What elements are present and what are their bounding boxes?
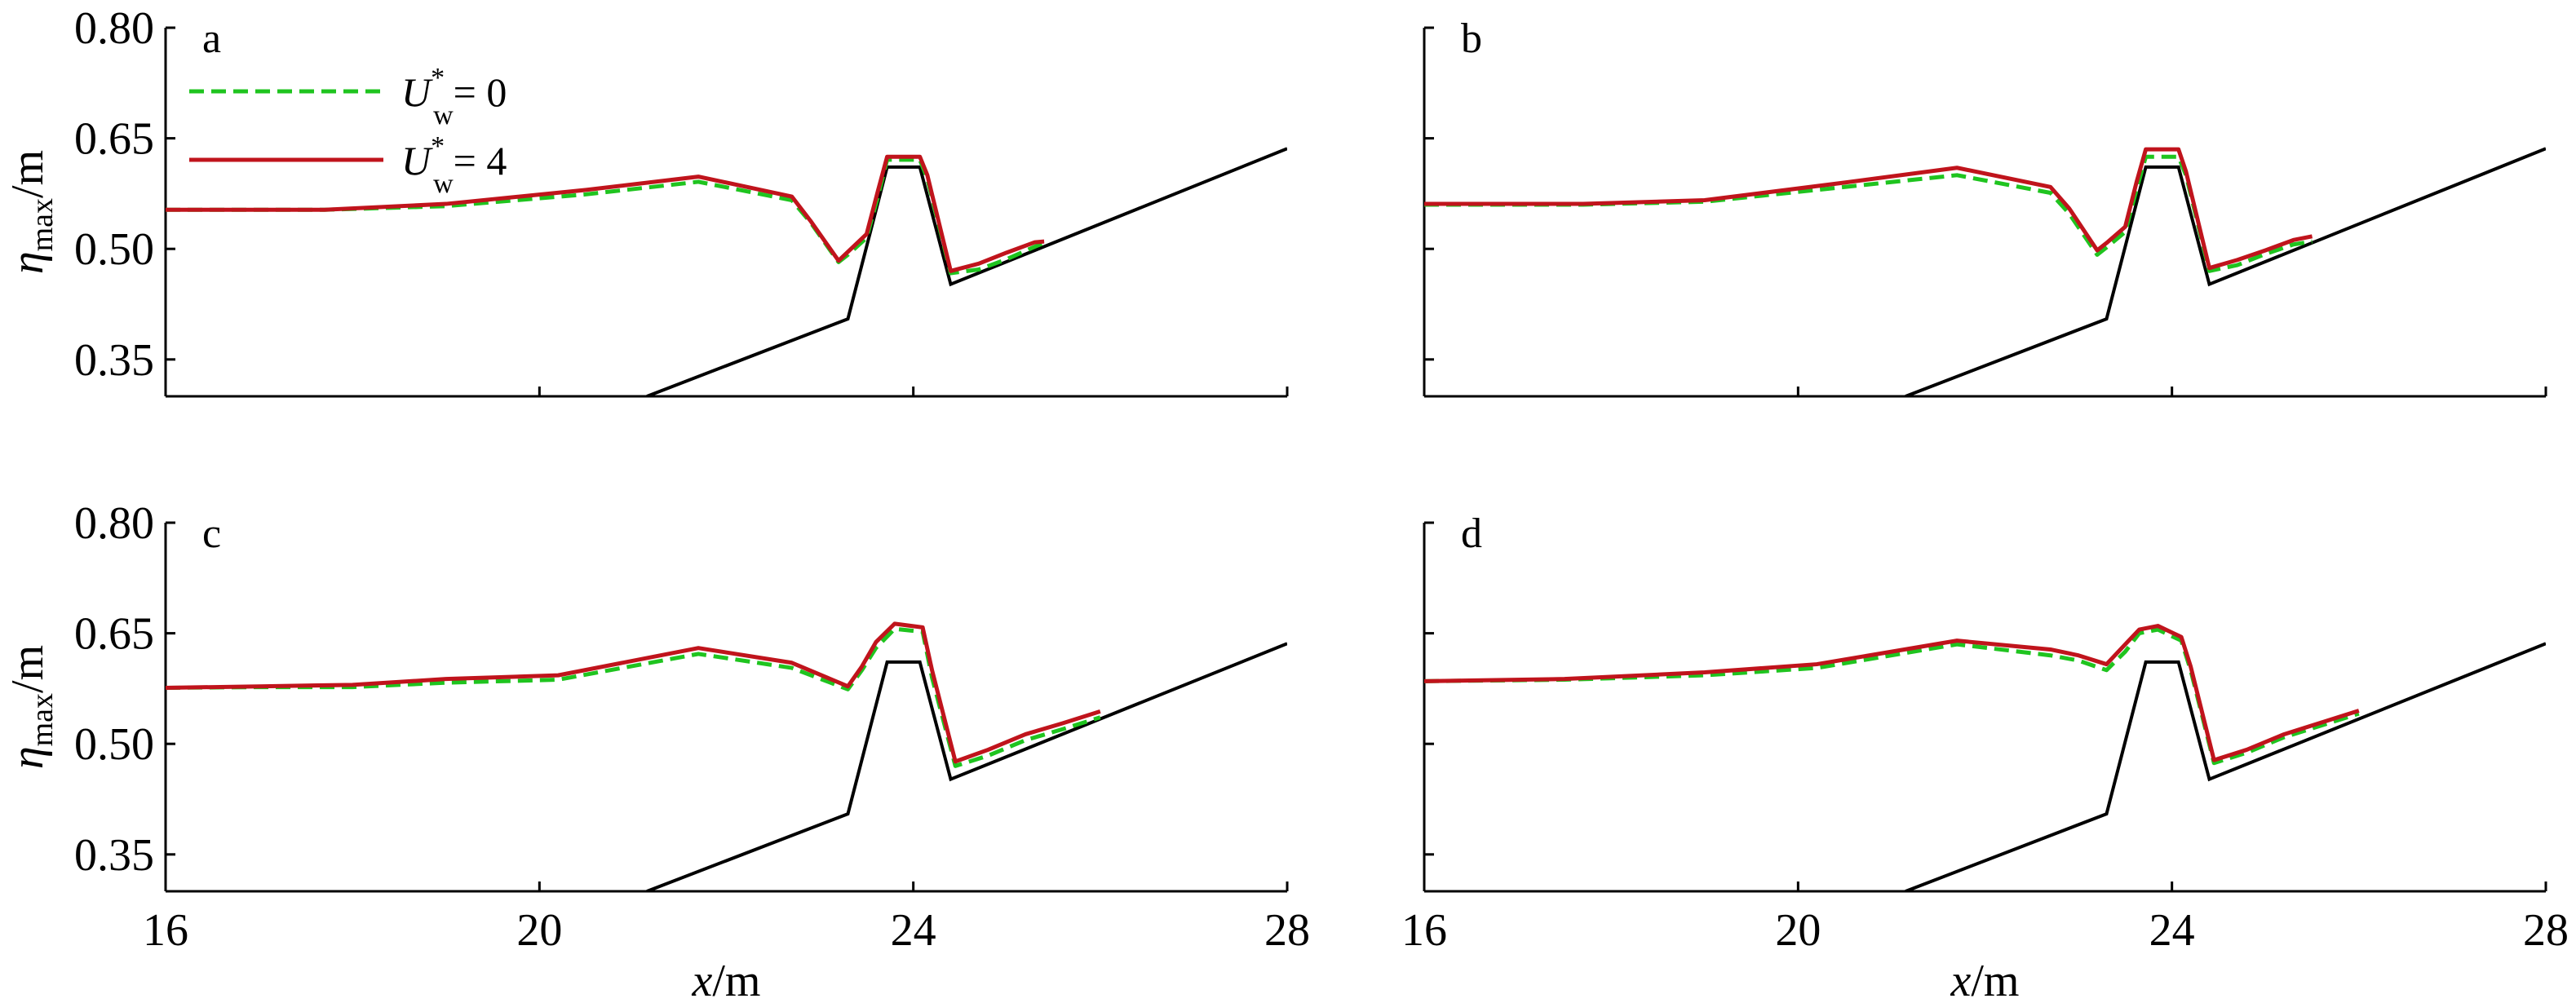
y-axis-label: ηmax/m (2, 645, 60, 769)
series-uw4-line (1424, 147, 2313, 271)
legend-label: U* w= 0 (401, 63, 507, 130)
x-tick-label: 16 (1401, 905, 1447, 956)
y-tick-label: 0.65 (74, 114, 154, 165)
x-tick-label: 24 (2149, 905, 2195, 956)
bathymetry-line (1905, 147, 2546, 396)
y-tick-label: 0.35 (74, 335, 154, 386)
panel-letter: a (202, 15, 221, 62)
x-tick-label: 24 (891, 905, 936, 956)
y-tick-label: 0.50 (74, 224, 154, 275)
x-tick-label: 20 (516, 905, 562, 956)
y-tick-label: 0.80 (74, 3, 154, 54)
plot-area (166, 621, 1287, 891)
panel-letter: b (1461, 15, 1482, 62)
panel-c: 0.35 0.50 0.65 0.80 16 20 24 28 x/m ηmax/m c (2, 498, 1310, 1003)
x-axis-label: x/m (1950, 956, 2020, 1003)
bathymetry-line (1905, 642, 2546, 891)
series-uw4-line (166, 621, 1101, 764)
legend-label: U* w= 4 (401, 131, 507, 199)
y-tick-label: 0.80 (74, 498, 154, 549)
series-uw4-line (166, 154, 1045, 273)
panel-b: b (1423, 15, 2547, 398)
x-axis-label: x/m (692, 956, 761, 1003)
y-tick-label: 0.50 (74, 719, 154, 770)
plot-area (1424, 624, 2546, 891)
plot-area (1424, 147, 2546, 396)
legend: U* w= 0U* w= 4 (189, 63, 507, 199)
bathymetry-line (646, 642, 1287, 891)
y-axis-label: ηmax/m (2, 150, 60, 274)
y-tick-label: 0.35 (74, 830, 154, 881)
plot-area (166, 147, 1287, 396)
x-tick-label: 28 (1264, 905, 1310, 956)
panel-letter: d (1461, 510, 1482, 557)
y-tick-label: 0.65 (74, 609, 154, 660)
x-tick-label: 20 (1775, 905, 1821, 956)
series-uw0-line (166, 157, 1046, 276)
x-tick-label: 16 (143, 905, 188, 956)
series-uw0-line (166, 626, 1101, 768)
series-uw4-line (1424, 624, 2360, 762)
series-uw0-line (1424, 627, 2360, 766)
panel-letter: c (202, 510, 221, 557)
panel-d: 16 20 24 28 x/m d (1401, 510, 2569, 1003)
series-uw0-line (1424, 154, 2313, 273)
x-tick-label: 28 (2523, 905, 2569, 956)
bathymetry-line (646, 147, 1287, 396)
